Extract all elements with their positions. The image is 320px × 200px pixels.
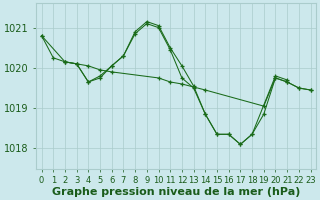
X-axis label: Graphe pression niveau de la mer (hPa): Graphe pression niveau de la mer (hPa)	[52, 187, 300, 197]
